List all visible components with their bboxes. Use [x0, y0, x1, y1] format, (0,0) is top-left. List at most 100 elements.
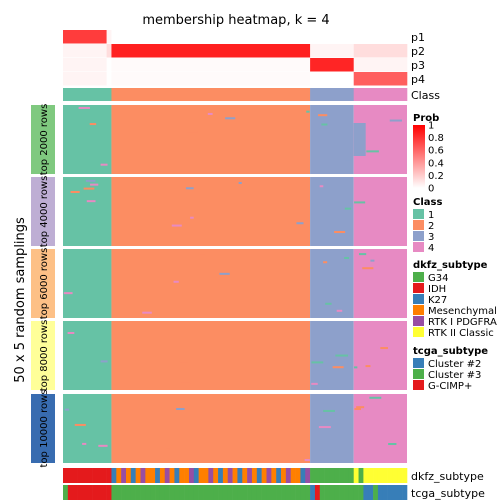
dkfz-cell [222, 468, 229, 483]
heat-speckle [324, 322, 334, 325]
heat-speckle [362, 267, 374, 270]
tcga-cell [334, 485, 340, 500]
tcga-legend-label: G-CIMP+ [428, 381, 472, 392]
heat-speckle [296, 222, 304, 225]
dkfz-cell [145, 468, 151, 483]
heat-speckle [323, 261, 328, 264]
row-group-label: top 8000 rows [39, 320, 50, 392]
dkfz-cell [130, 468, 136, 483]
dkfz-cell [266, 468, 272, 483]
heat-block-class4 [353, 177, 407, 246]
tcga-cell [358, 485, 364, 500]
tcga-cell [232, 485, 238, 500]
row-group-label: top 2000 rows [39, 104, 50, 176]
prob-cell [353, 72, 408, 86]
dkfz-legend-label: G34 [428, 273, 448, 284]
tcga-cell [184, 485, 190, 500]
heat-speckle [370, 259, 375, 262]
tcga-cell [397, 485, 403, 500]
dkfz-cell [164, 468, 170, 483]
tcga-cell [382, 485, 388, 500]
dkfz-cell [392, 468, 398, 483]
row-group-label: top 6000 rows [39, 248, 50, 320]
dkfz-track-label: dkfz_subtype [411, 470, 484, 483]
heat-speckle [173, 280, 179, 283]
tcga-cell [87, 485, 93, 500]
heat-speckle [389, 119, 402, 122]
heat-speckle [332, 366, 344, 369]
tcga-cell [203, 485, 209, 500]
dkfz-legend-swatch [413, 316, 424, 326]
prob-cell [111, 30, 311, 44]
tcga-cell [281, 485, 287, 500]
class-legend-title: Class [413, 197, 442, 208]
heat-speckle [354, 408, 361, 411]
dkfz-cell [344, 468, 350, 483]
prob-cell [106, 72, 112, 86]
tcga-cell [159, 485, 166, 500]
heat-speckle [354, 201, 366, 204]
dkfz-cell [256, 468, 262, 483]
tcga-cell [150, 485, 156, 500]
prob-cell [111, 72, 311, 86]
prob-cell [310, 30, 355, 44]
dkfz-cell [310, 468, 316, 483]
heat-speckle [78, 106, 90, 109]
tcga-cell [339, 485, 345, 500]
prob-tick-label: 1 [428, 121, 434, 132]
prob-cell [310, 72, 355, 86]
dkfz-cell [135, 468, 141, 483]
heat-speckle [335, 354, 349, 357]
tcga-cell [377, 485, 384, 500]
dkfz-cell [87, 468, 93, 483]
heat-speckle [318, 114, 328, 117]
tcga-cell [305, 485, 311, 500]
heat-speckle [82, 442, 87, 445]
tcga-cell [266, 485, 272, 500]
tcga-cell [329, 485, 335, 500]
dkfz-cell [121, 468, 127, 483]
class-legend-label: 1 [428, 210, 434, 221]
tcga-cell [256, 485, 262, 500]
dkfz-legend-label: RTK I PDGFRA [428, 317, 497, 328]
dkfz-cell [82, 468, 88, 483]
tcga-cell [373, 485, 379, 500]
tcga-cell [324, 485, 330, 500]
row-group-strip [31, 177, 55, 246]
dkfz-cell [63, 468, 69, 483]
tcga-cell [227, 485, 233, 500]
tcga-cell [140, 485, 146, 500]
tcga-cell [300, 485, 306, 500]
heat-speckle [83, 187, 95, 190]
dkfz-cell [314, 468, 321, 483]
dkfz-legend-label: RTK II Classic [428, 328, 494, 339]
heat-speckle [70, 190, 80, 193]
prob-cell [353, 30, 408, 44]
tcga-cell [82, 485, 88, 500]
class-track: Class [63, 88, 440, 102]
heat-speckle [336, 309, 343, 312]
heat-speckle [186, 130, 198, 133]
tcga-legend-swatch [413, 358, 424, 368]
heat-speckle [74, 423, 86, 426]
dkfz-cell [329, 468, 335, 483]
heat-speckle [380, 347, 388, 350]
tcga-cell [116, 485, 122, 500]
heat-speckle [311, 361, 324, 364]
tcga-legend-swatch [413, 369, 424, 379]
tcga-cell [213, 485, 219, 500]
tcga-cell [218, 485, 224, 500]
heat-speckle [325, 302, 332, 305]
heat-block-class4 [353, 394, 407, 463]
dkfz-cell [232, 468, 238, 483]
tcga-cell [193, 485, 199, 500]
dkfz-cell [111, 468, 117, 483]
dkfz-cell [203, 468, 209, 483]
tcga-cell [276, 485, 282, 500]
heat-speckle [330, 322, 338, 325]
dkfz-legend-swatch [413, 283, 424, 293]
dkfz-legend-swatch [413, 327, 424, 337]
heat-speckle [207, 112, 213, 115]
class-legend-swatch [413, 242, 424, 252]
